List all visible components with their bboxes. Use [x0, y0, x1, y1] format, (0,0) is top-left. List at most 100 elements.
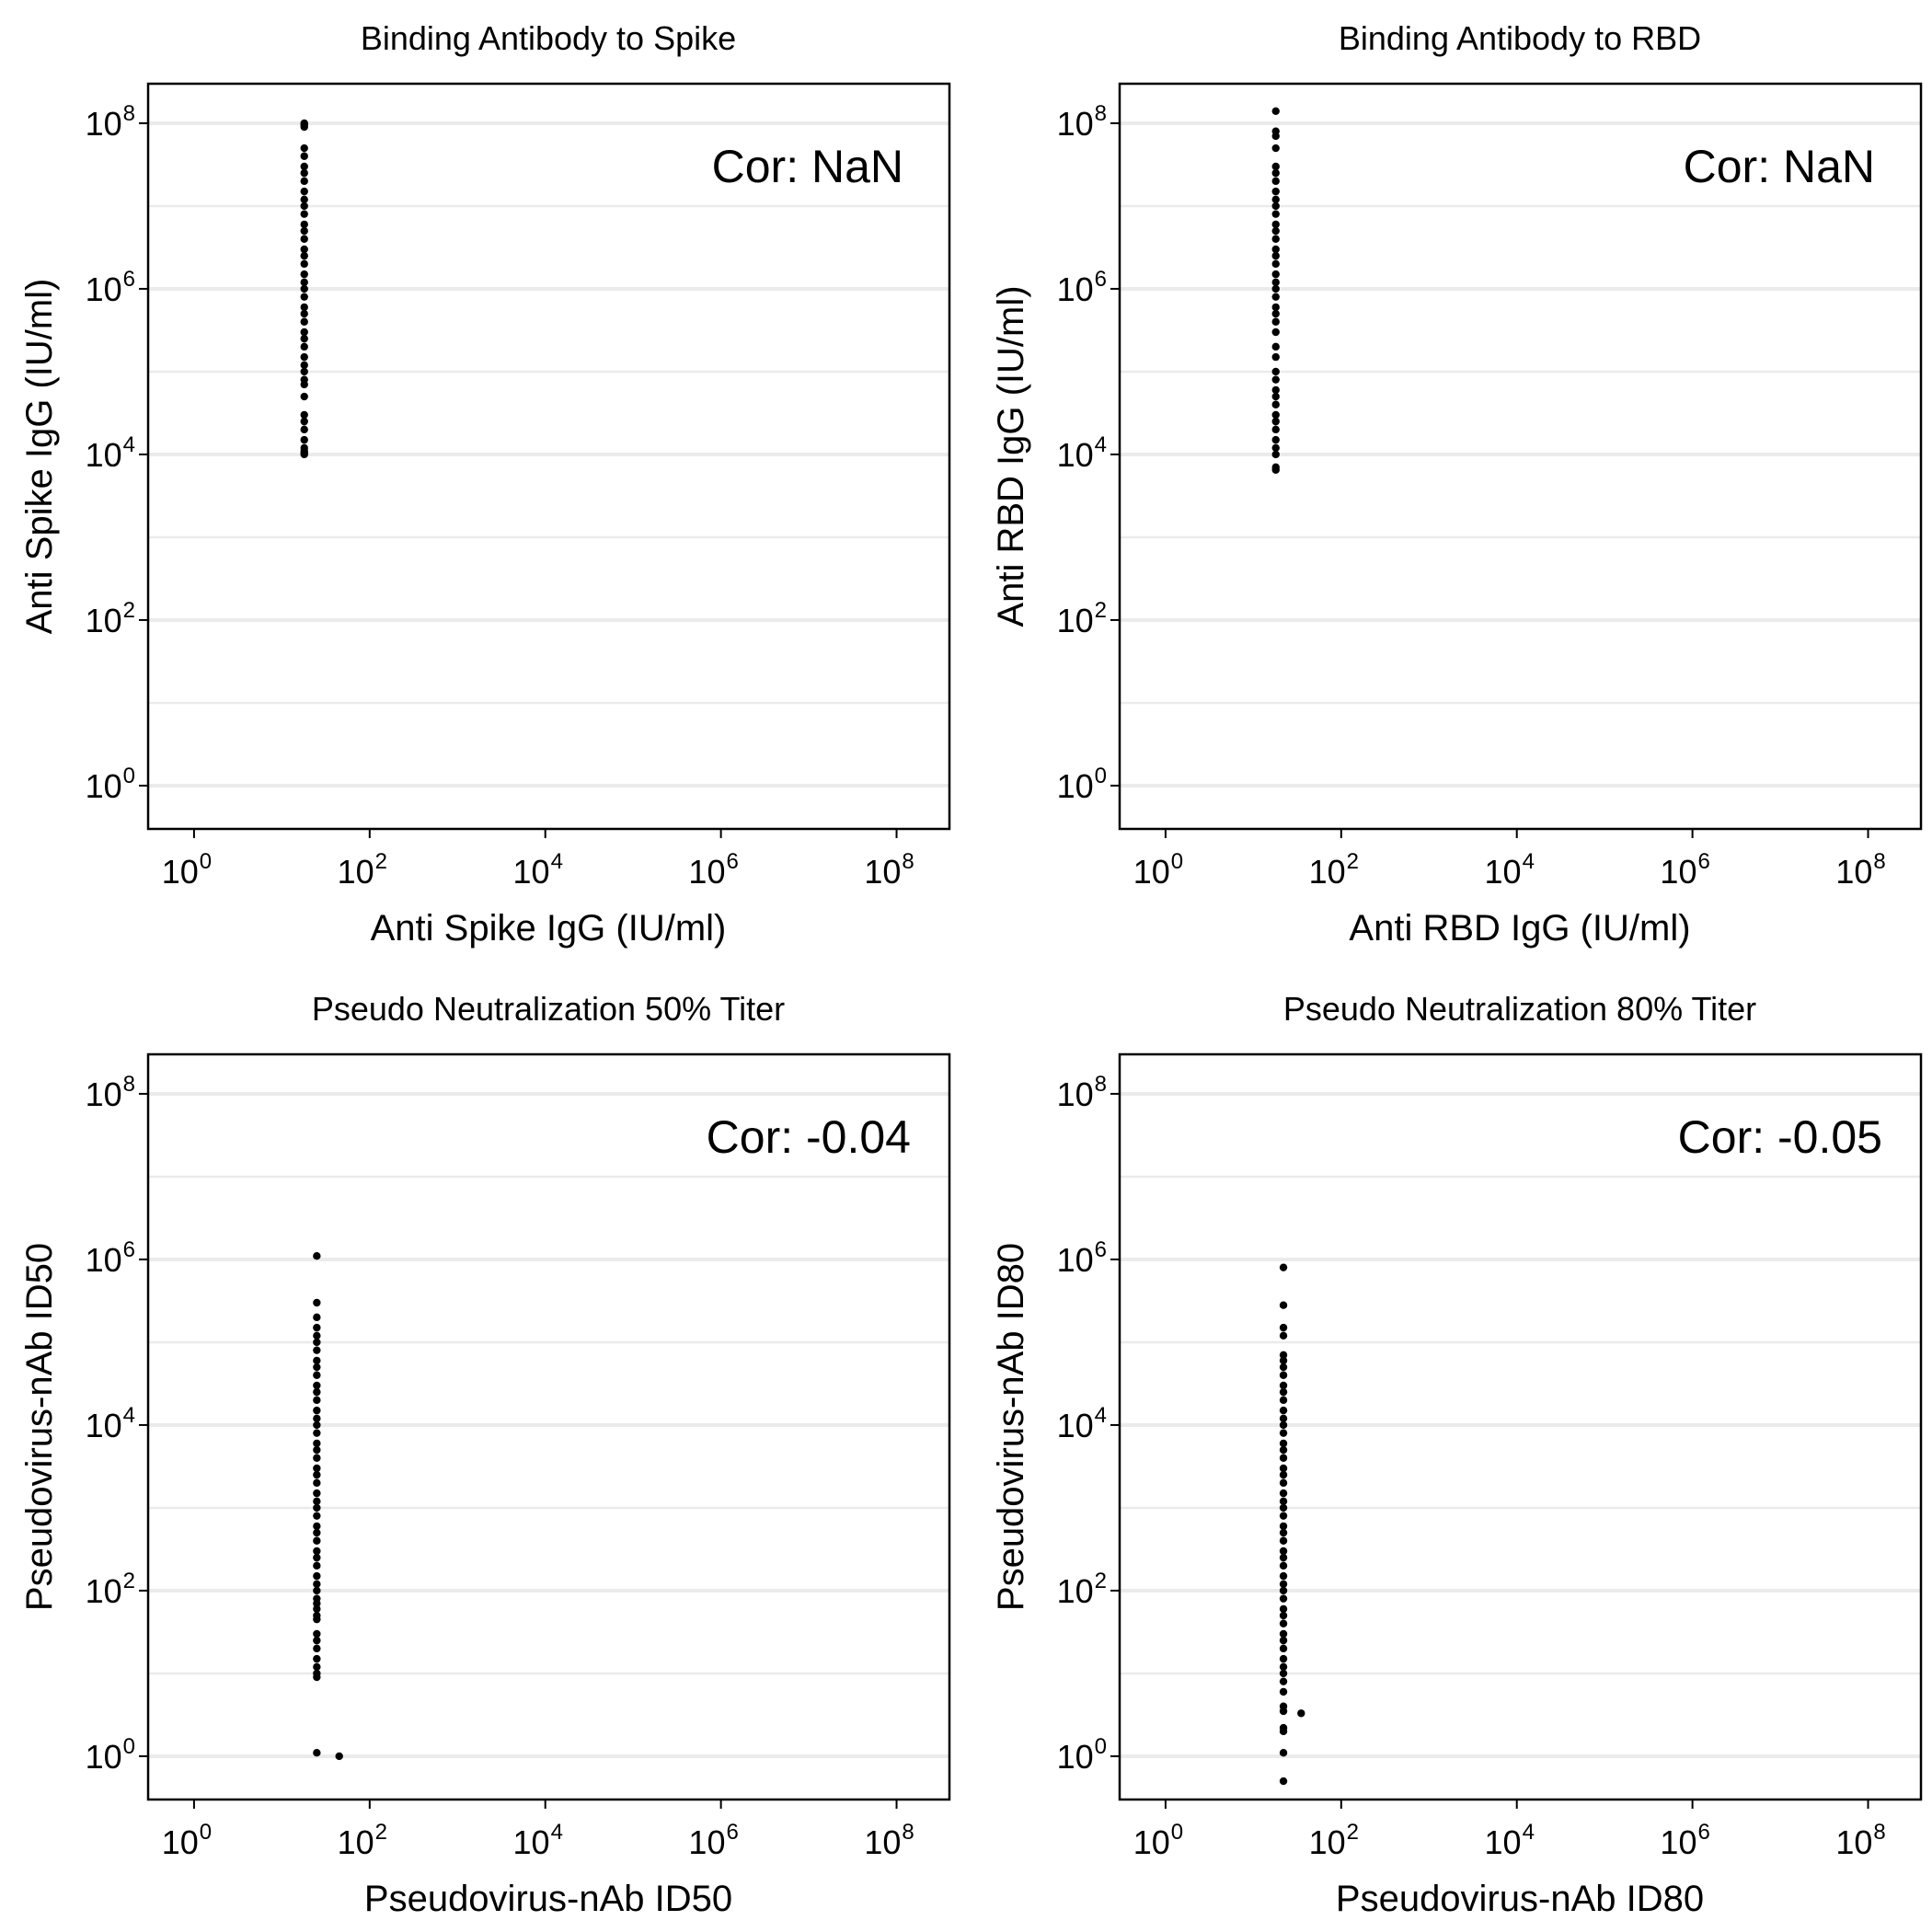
- panel-rbd: Binding Antibody to RBD 100 102 104 106 108 …: [991, 19, 1923, 949]
- data-point: [1279, 1323, 1288, 1332]
- panel-border: [146, 82, 951, 831]
- data-point: [1279, 1503, 1288, 1512]
- y-tick-label: 106: [1057, 267, 1107, 308]
- data-point: [1271, 466, 1280, 474]
- data-point: [1279, 1396, 1288, 1405]
- data-point: [313, 1536, 321, 1545]
- data-points: [1279, 1263, 1305, 1786]
- data-point: [1279, 1351, 1288, 1360]
- panel-title: Binding Antibody to Spike: [361, 19, 736, 57]
- data-point: [313, 1356, 321, 1365]
- gridlines: [148, 1091, 949, 1758]
- data-point: [313, 1478, 321, 1488]
- data-point: [1279, 1429, 1288, 1437]
- data-point: [1271, 410, 1280, 420]
- data-point: [300, 317, 308, 326]
- data-point: [1271, 278, 1280, 287]
- data-point: [1271, 132, 1280, 141]
- data-point: [313, 1346, 321, 1354]
- data-point: [1271, 168, 1280, 178]
- data-point: [1279, 1561, 1288, 1570]
- data-point: [1279, 1654, 1288, 1663]
- data-point: [1271, 392, 1280, 401]
- data-point: [313, 1381, 321, 1390]
- data-point: [313, 1604, 321, 1614]
- data-point: [1279, 1619, 1288, 1627]
- data-point: [1279, 1478, 1288, 1488]
- gridlines: [1120, 1091, 1921, 1758]
- data-point: [300, 334, 308, 343]
- data-point: [1279, 1571, 1288, 1581]
- data-point: [1279, 1687, 1288, 1696]
- data-point: [313, 1331, 321, 1340]
- y-axis-label: Anti Spike IgG (IU/ml): [19, 279, 60, 635]
- y-axis-label: Anti RBD IgG (IU/ml): [991, 285, 1031, 627]
- data-point: [1279, 1644, 1288, 1653]
- data-point: [313, 1522, 321, 1531]
- data-point: [1279, 1387, 1288, 1397]
- panel-title: Binding Antibody to RBD: [1339, 19, 1701, 57]
- x-tick-label: 100: [162, 1820, 212, 1861]
- data-point: [313, 1470, 321, 1479]
- data-point: [1271, 201, 1280, 211]
- data-point: [1279, 1470, 1288, 1479]
- data-point: [300, 201, 308, 211]
- panel-title: Pseudo Neutralization 50% Titer: [312, 990, 785, 1028]
- data-point: [1279, 1604, 1288, 1614]
- data-point: [313, 1571, 321, 1581]
- data-point: [300, 278, 308, 287]
- panel-spike: Binding Antibody to Spike 100 102 104 106 10…: [19, 19, 951, 949]
- data-point: [1271, 177, 1280, 186]
- data-point: [1279, 1528, 1288, 1537]
- data-point: [1279, 1363, 1288, 1372]
- data-point: [313, 1503, 321, 1512]
- data-point: [1271, 220, 1280, 229]
- data-point: [300, 435, 308, 444]
- data-point: [313, 1429, 321, 1437]
- y-tick-label: 104: [86, 1403, 135, 1444]
- data-point: [1279, 1356, 1288, 1365]
- data-point: [313, 1636, 321, 1645]
- panel-id80: Pseudo Neutralization 80% Titer 100 102 10…: [991, 990, 1923, 1919]
- y-tick-label: 106: [1057, 1237, 1107, 1279]
- data-point: [1271, 226, 1280, 236]
- panel-border: [1118, 1052, 1923, 1801]
- data-point: [313, 1644, 321, 1653]
- data-point: [1279, 1512, 1288, 1520]
- data-point: [1271, 195, 1280, 204]
- data-point: [1271, 309, 1280, 318]
- data-point: [313, 1414, 321, 1423]
- data-point: [1279, 1611, 1288, 1620]
- data-point: [300, 367, 308, 376]
- x-axis-label: Pseudovirus-nAb ID50: [364, 1879, 732, 1919]
- data-point: [313, 1586, 321, 1595]
- data-point: [1271, 328, 1280, 337]
- correlation-annotation: Cor: -0.04: [707, 1111, 911, 1163]
- panel-title: Pseudo Neutralization 80% Titer: [1283, 990, 1756, 1028]
- data-point: [1271, 352, 1280, 362]
- data-point: [313, 1338, 321, 1347]
- x-tick-label: 108: [1835, 849, 1885, 891]
- data-point: [1271, 235, 1280, 243]
- data-point: [313, 1387, 321, 1397]
- data-point: [1271, 385, 1280, 395]
- data-points: [313, 1252, 343, 1761]
- gridlines: [148, 121, 949, 788]
- y-axis-label: Pseudovirus-nAb ID80: [991, 1243, 1031, 1611]
- data-point: [300, 380, 308, 389]
- data-point: [1279, 1381, 1288, 1390]
- data-point: [300, 303, 308, 312]
- data-point: [313, 1553, 321, 1562]
- data-point: [300, 270, 308, 279]
- data-point: [1279, 1331, 1288, 1340]
- data-point: [1271, 417, 1280, 426]
- data-point: [1271, 375, 1280, 384]
- data-point: [313, 1439, 321, 1448]
- x-axis: 100 102 104 106 108: [162, 829, 914, 891]
- data-point: [1271, 435, 1280, 444]
- data-point: [313, 1252, 321, 1260]
- data-point: [1279, 1777, 1288, 1786]
- data-points: [300, 119, 308, 459]
- data-point: [1271, 303, 1280, 312]
- data-point: [300, 144, 308, 153]
